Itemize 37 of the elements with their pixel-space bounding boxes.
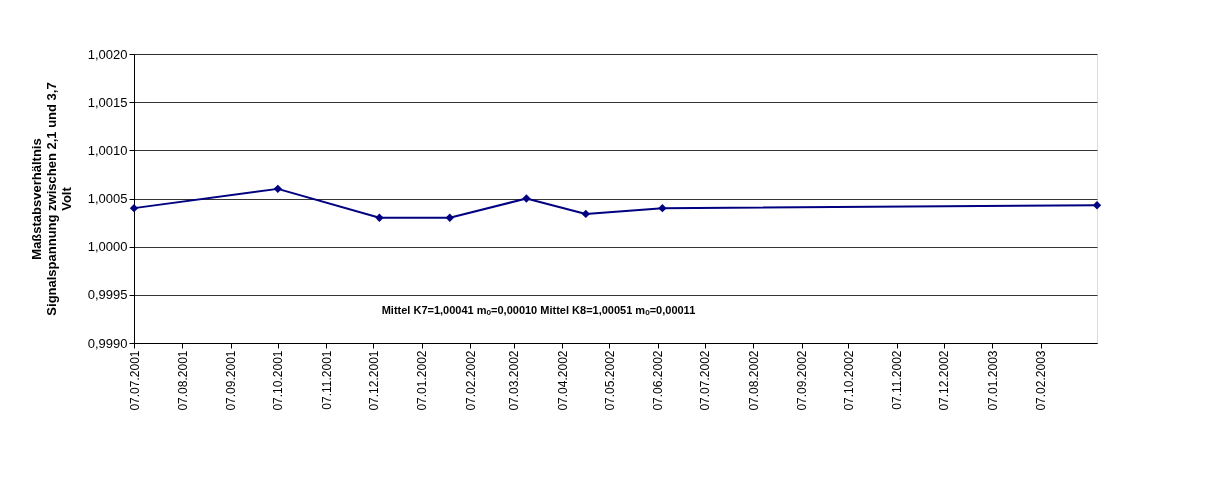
y-axis-title: Maßstabsverhältnis Signalspannung zwischen 2,1 und 3,7 Volt: [28, 82, 74, 316]
x-tick-label: 07.08.2002: [746, 350, 761, 411]
y-tick-label: 0,9995: [87, 287, 128, 303]
x-tick-label: 07.11.2001: [319, 350, 334, 410]
y-tick-label: 1,0005: [87, 191, 128, 206]
y-tick-label: 1,0000: [87, 239, 128, 255]
x-tick-label: 07.03.2002: [507, 350, 522, 411]
x-tick-label: 07.11.2002: [890, 350, 905, 410]
x-tick-label: 07.02.2003: [1034, 350, 1049, 411]
x-tick-label: 07.02.2002: [463, 350, 478, 411]
y-tick-label: 1,0015: [87, 94, 128, 110]
y-tick-label: 1,0010: [87, 142, 128, 158]
point: [445, 213, 454, 222]
point: [522, 194, 531, 203]
x-tick-label: 07.09.2001: [224, 350, 239, 411]
point: [658, 203, 667, 213]
x-tick-label: 07.06.2002: [651, 350, 666, 411]
x-tick-label: 07.05.2002: [602, 350, 617, 411]
x-tick-label: 07.10.2001: [271, 350, 286, 411]
point: [129, 203, 139, 213]
x-tick-label: 07.01.2003: [985, 350, 1000, 411]
y-tick-label: 0,9990: [87, 335, 128, 351]
x-tick-label: 07.10.2002: [841, 350, 856, 411]
point: [1092, 201, 1102, 210]
x-tick-label: 07.07.2002: [698, 350, 713, 411]
y-tick-label: 1,0020: [87, 46, 128, 62]
x-tick-label: 07.04.2002: [555, 350, 570, 411]
point: [273, 184, 283, 194]
annotation: Mittel K7=1,00041 mₒ=0,00010 Mittel K8=1,00051 mₒ=0,00011: [381, 304, 696, 317]
point: [581, 209, 590, 219]
x-tick-label: 07.07.2001: [127, 350, 142, 411]
x-tick-label: 07.12.2002: [937, 350, 952, 411]
x-tick-label: 07.09.2002: [795, 350, 810, 411]
x-tick-label: 07.01.2002: [415, 350, 430, 411]
point: [375, 213, 384, 222]
x-tick-label: 07.12.2001: [366, 350, 381, 411]
x-tick-label: 07.08.2001: [175, 350, 190, 411]
